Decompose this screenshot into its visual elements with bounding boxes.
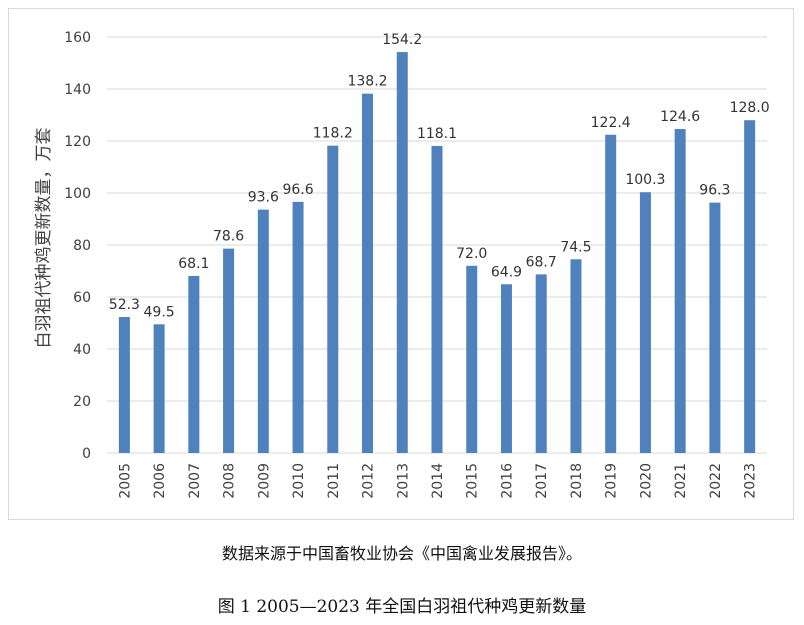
data-label: 122.4 [591,115,631,131]
bar-2017 [535,274,547,453]
bar-2020 [639,192,651,453]
data-label: 78.6 [213,229,244,245]
x-tick-label: 2013 [395,463,411,499]
data-label: 68.1 [178,256,209,272]
y-tick-label: 100 [64,186,91,202]
bar-2006 [153,324,165,453]
x-tick-label: 2017 [534,463,550,499]
x-tick-label: 2009 [256,463,272,499]
y-axis-ticks: 0 20 40 60 80 100 120 140 160 [64,30,91,462]
data-label: 72.0 [456,246,487,262]
data-labels: 52.3 49.5 68.178.6 93.6 96.6 118.2 138.2 154.2 1… [109,32,770,320]
bar-chart: 52.3 49.5 68.178.6 93.6 96.6 118.2 138.2 154.2 1… [34,30,770,499]
x-tick-label: 2012 [361,463,377,499]
x-tick-label: 2022 [708,463,724,499]
bar-2011 [327,145,339,453]
bar-2016 [500,284,512,453]
bar-2015 [466,265,478,453]
bar-2014 [431,145,443,453]
x-tick-label: 2011 [326,463,342,499]
bar-2021 [674,129,686,453]
x-tick-label: 2005 [117,463,133,499]
bar-2008 [223,248,235,453]
data-label: 64.9 [491,264,522,280]
y-tick-label: 40 [73,342,91,358]
figure-caption: 图 1 2005—2023 年全国白羽祖代种鸡更新数量 [217,597,587,617]
y-axis-title: 白羽祖代种鸡更新数量，万套 [34,128,54,349]
data-label: 154.2 [382,32,422,48]
x-tick-label: 2006 [152,463,168,499]
x-tick-label: 2023 [743,463,759,499]
bar-2018 [570,259,582,453]
x-tick-label: 2015 [465,463,481,499]
x-axis-ticks: 2005 2006 2007 2008 2009 2010 2011 2012 2013 2014… [117,463,758,499]
x-tick-label: 2016 [499,463,515,499]
bar-2013 [396,52,408,453]
data-label: 118.2 [313,126,353,142]
x-tick-label: 2007 [187,463,203,499]
x-tick-label: 2021 [673,463,689,499]
x-tick-label: 2018 [569,463,585,499]
source-note: 数据来源于中国畜牧业协会《中国禽业发展报告》。 [221,544,582,563]
y-tick-label: 0 [82,446,91,462]
data-label: 128.0 [730,100,770,116]
data-label: 52.3 [109,297,140,313]
bar-2005 [118,317,130,453]
x-tick-label: 2020 [638,463,654,499]
data-label: 96.6 [282,182,313,198]
bars [118,52,756,454]
data-label: 93.6 [248,190,279,206]
data-label: 118.1 [417,126,457,142]
data-label: 124.6 [660,109,700,125]
bar-2019 [605,134,617,453]
data-label: 49.5 [144,304,175,320]
y-tick-label: 140 [64,82,91,98]
bar-2009 [257,209,269,453]
y-tick-label: 20 [73,394,91,410]
y-tick-label: 120 [64,134,91,150]
y-tick-label: 80 [73,238,91,254]
y-tick-label: 160 [64,30,91,46]
x-tick-label: 2008 [222,463,238,499]
x-tick-label: 2019 [604,463,620,499]
bar-2010 [292,201,304,453]
x-tick-label: 2010 [291,463,307,499]
bar-2022 [709,202,721,453]
bar-2012 [362,93,374,454]
data-label: 96.3 [699,183,730,199]
data-label: 68.7 [526,254,557,270]
data-label: 138.2 [347,74,387,90]
data-label: 100.3 [625,172,665,188]
x-tick-label: 2014 [430,463,446,499]
bar-2023 [744,120,756,453]
y-tick-label: 60 [73,290,91,306]
chart-frame: 52.3 49.5 68.1 78.6 93.6 96.6 118.2 138.2 154.2 1… [8,8,794,520]
bar-2007 [188,275,200,453]
data-label: 74.5 [560,239,591,255]
